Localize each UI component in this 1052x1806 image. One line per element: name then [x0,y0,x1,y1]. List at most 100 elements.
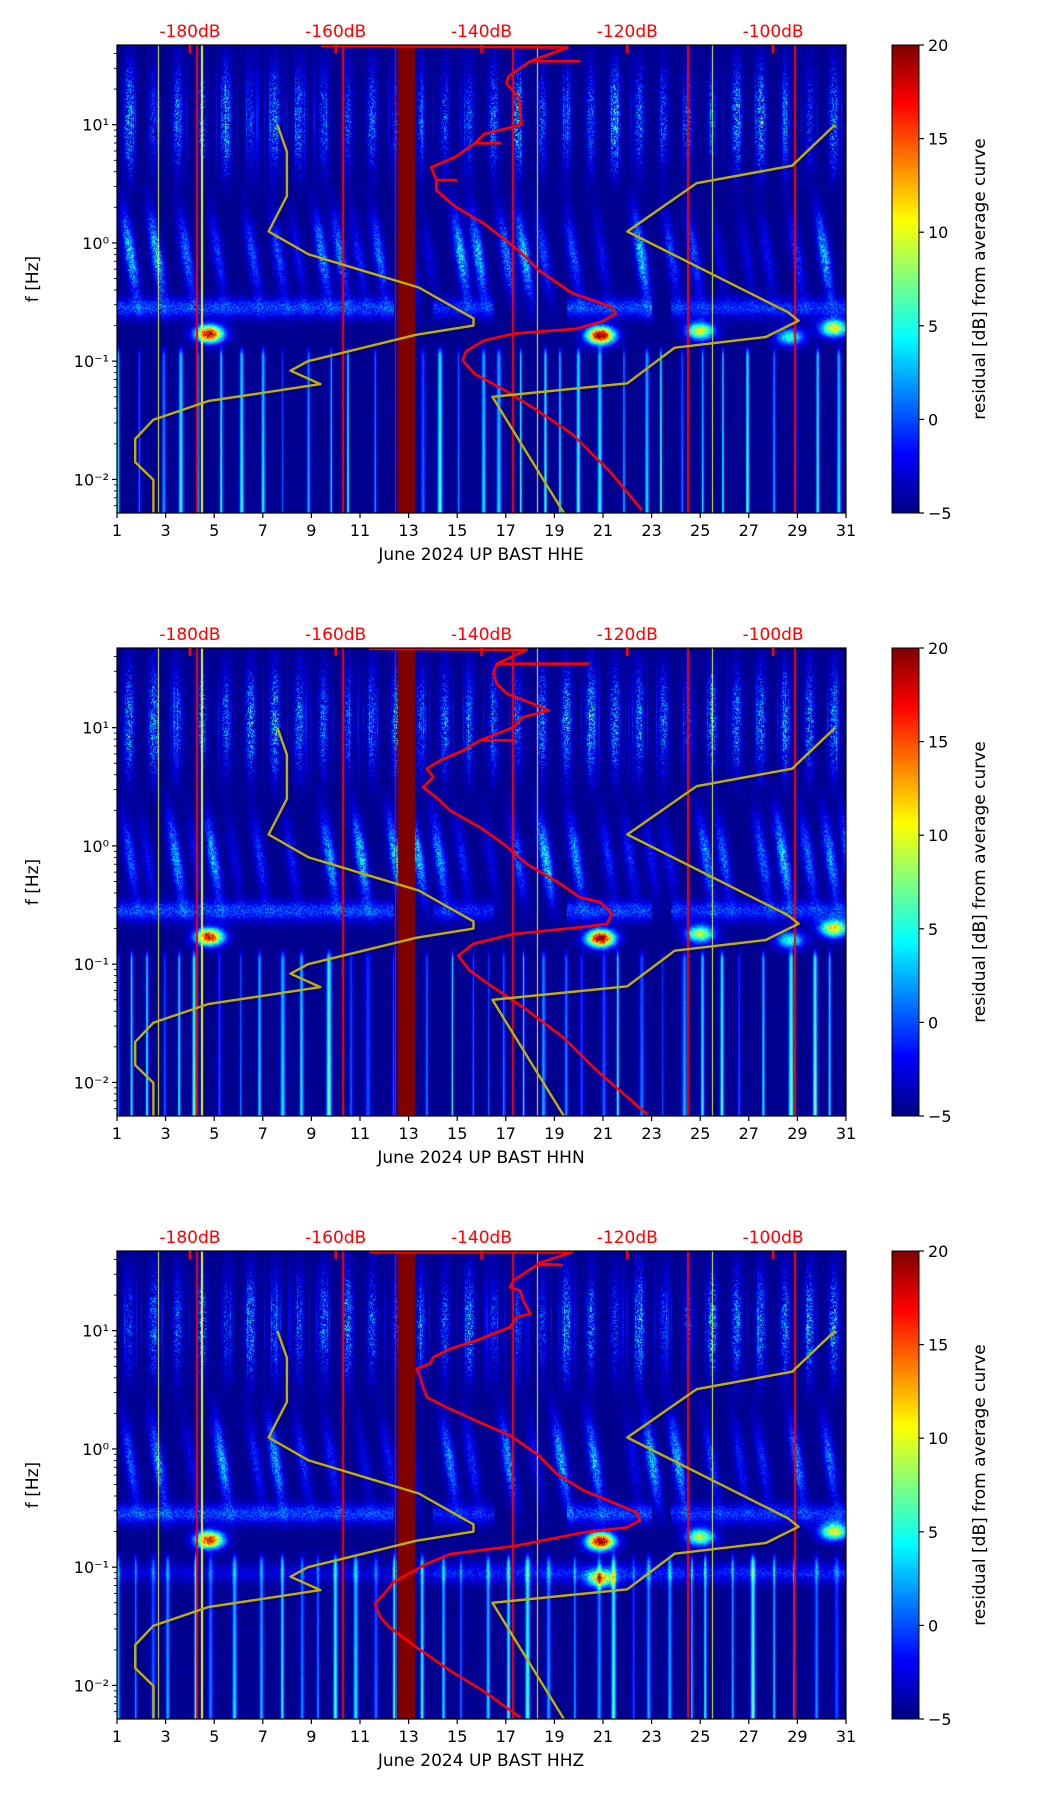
x-axis-label: June 2024 UP BAST HHZ [377,1751,584,1771]
x-axis-label: June 2024 UP BAST HHN [376,1148,584,1168]
colorbar-tick-label: 15 [928,1336,948,1355]
x-tick-label: 31 [836,1124,856,1143]
y-tick-label: 10⁰ [82,234,109,253]
x-axis-label: June 2024 UP BAST HHE [377,545,583,565]
x-tick-label: 17 [496,521,516,540]
db-tick-label: -100dB [743,1228,804,1248]
db-tick-label: -140dB [451,1228,512,1248]
x-tick-label: 15 [447,1727,467,1746]
x-tick-label: 5 [209,1124,219,1143]
colorbar-label: residual [dB] from average curve [970,138,990,419]
colorbar-tick-label: −5 [928,504,952,523]
colorbar-tick-label: 20 [928,1242,948,1261]
y-tick-label: 10⁻² [74,1676,109,1695]
db-tick-label: -100dB [743,625,804,645]
x-tick-label: 3 [161,1124,171,1143]
x-tick-label: 9 [306,521,316,540]
colorbar-tick-label: 0 [928,1013,938,1032]
x-tick-label: 23 [641,521,661,540]
y-tick-label: 10⁻¹ [74,1558,109,1577]
db-tick-label: -140dB [451,22,512,42]
x-tick-label: 29 [787,1124,807,1143]
db-tick-label: -160dB [305,625,366,645]
x-tick-label: 25 [690,1727,710,1746]
y-tick-label: 10⁻¹ [74,352,109,371]
colorbar [891,1250,920,1720]
x-tick-label: 27 [739,1727,759,1746]
colorbar-tick-label: 10 [928,1429,948,1448]
y-tick-label: 10⁰ [82,1440,109,1459]
x-tick-label: 11 [350,521,370,540]
x-tick-label: 23 [641,1124,661,1143]
x-tick-label: 27 [739,521,759,540]
colorbar-tick-label: −5 [928,1107,952,1126]
x-tick-label: 7 [258,1124,268,1143]
x-tick-label: 11 [350,1727,370,1746]
colorbar-tick-label: 10 [928,223,948,242]
series-psd-median [321,45,643,511]
series-psd-median [369,648,648,1116]
x-tick-label: 1 [112,521,122,540]
x-tick-label: 19 [544,521,564,540]
x-tick-label: 25 [690,1124,710,1143]
y-tick-label: 10⁰ [82,837,109,856]
y-axis-label: f [Hz] [23,1462,43,1508]
colorbar [891,44,920,514]
series-nlnm [133,124,475,513]
db-tick-label: -180dB [159,625,220,645]
db-tick-label: -120dB [597,625,658,645]
x-tick-label: 27 [739,1124,759,1143]
x-tick-label: 25 [690,521,710,540]
colorbar-tick-label: 5 [928,1523,938,1542]
db-tick-label: -160dB [305,22,366,42]
x-tick-label: 21 [593,1727,613,1746]
db-tick-label: -120dB [597,22,658,42]
db-tick-label: -120dB [597,1228,658,1248]
colorbar-label: residual [dB] from average curve [970,1344,990,1625]
db-tick-label: -160dB [305,1228,366,1248]
x-tick-label: 17 [496,1727,516,1746]
colorbar-tick-label: 20 [928,639,948,658]
colorbar-tick-label: 15 [928,130,948,149]
x-tick-label: 17 [496,1124,516,1143]
x-tick-label: 29 [787,1727,807,1746]
series-nhnm [491,726,836,1116]
x-tick-label: 31 [836,521,856,540]
colorbar-tick-label: 5 [928,920,938,939]
colorbar-tick-label: −5 [928,1710,952,1729]
spectrogram-hhz [117,1251,846,1719]
x-tick-label: 13 [398,1124,418,1143]
series-nhnm [491,123,836,513]
colorbar-tick-label: 5 [928,317,938,336]
x-tick-label: 23 [641,1727,661,1746]
x-tick-label: 1 [112,1727,122,1746]
x-tick-label: 21 [593,1124,613,1143]
x-tick-label: 9 [306,1727,316,1746]
series-nlnm [133,1330,475,1719]
series-psd-median [369,1251,642,1719]
x-tick-label: 5 [209,1727,219,1746]
y-axis-label: f [Hz] [23,859,43,905]
y-axis-label: f [Hz] [23,256,43,302]
x-tick-label: 15 [447,521,467,540]
x-tick-label: 7 [258,521,268,540]
db-tick-label: -180dB [159,22,220,42]
y-tick-label: 10¹ [82,116,109,135]
x-tick-label: 9 [306,1124,316,1143]
colorbar-tick-label: 0 [928,1616,938,1635]
x-tick-label: 1 [112,1124,122,1143]
x-tick-label: 5 [209,521,219,540]
db-tick-label: -180dB [159,1228,220,1248]
db-tick-label: -100dB [743,22,804,42]
colorbar-tick-label: 0 [928,410,938,429]
series-nhnm [491,1329,836,1719]
x-tick-label: 19 [544,1727,564,1746]
colorbar-tick-label: 10 [928,826,948,845]
db-tick-label: -140dB [451,625,512,645]
x-tick-label: 7 [258,1727,268,1746]
x-tick-label: 13 [398,521,418,540]
y-tick-label: 10¹ [82,1322,109,1341]
y-tick-label: 10⁻¹ [74,955,109,974]
y-tick-label: 10⁻² [74,1073,109,1092]
